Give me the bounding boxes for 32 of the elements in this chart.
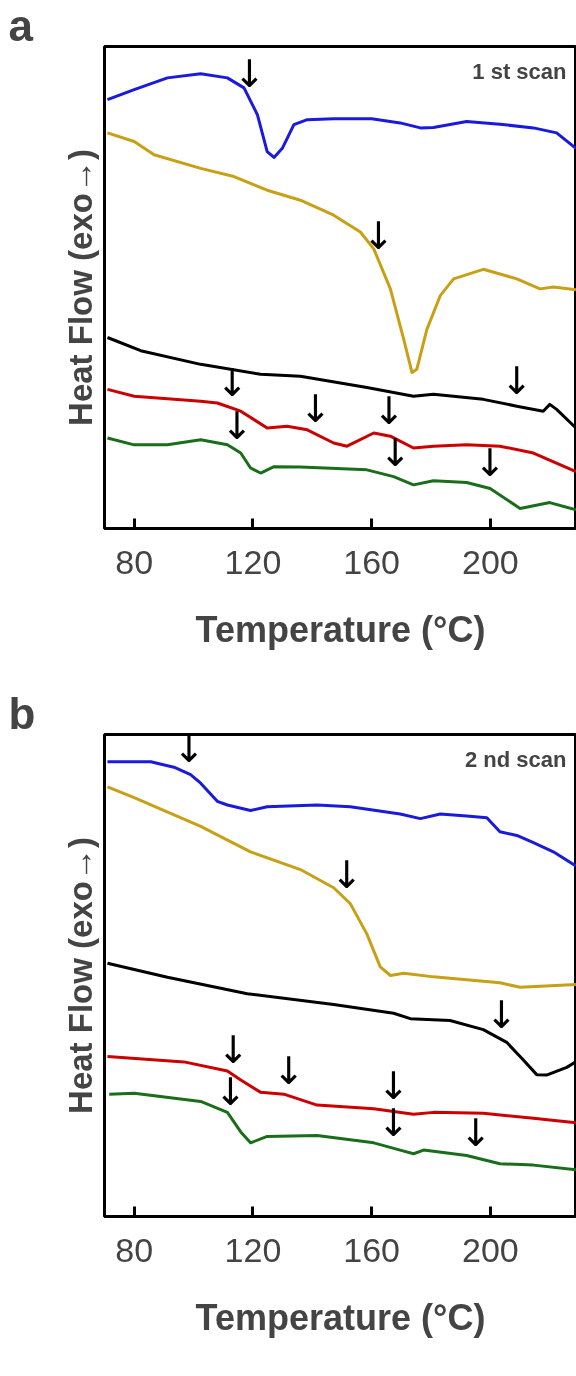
- annotation: ↓: [459, 1110, 492, 1155]
- x-axis-title: Temperature (°C): [195, 1296, 486, 1338]
- chart-title: a: [8, 0, 34, 50]
- x-tick-label: 120: [224, 1230, 282, 1269]
- annotation: ↓: [221, 403, 254, 448]
- annotation: ↓: [373, 388, 406, 433]
- x-tick-label: 80: [115, 542, 154, 581]
- annotation: 1 st scan: [472, 58, 567, 84]
- annotation: ↓: [217, 1028, 250, 1073]
- y-axis-title: Heat Flow (exo→): [61, 837, 99, 1114]
- annotation: ↓: [233, 52, 266, 97]
- x-tick-label: 160: [343, 542, 401, 581]
- annotation: ↓: [331, 853, 363, 898]
- annotation: ↓: [474, 441, 507, 486]
- annotation: ↓: [214, 1070, 247, 1115]
- chart-title: b: [8, 688, 36, 738]
- x-axis-title: Temperature (°C): [195, 608, 486, 650]
- annotation: ↓: [173, 727, 206, 772]
- x-tick-label: 200: [462, 1230, 519, 1269]
- x-tick-label: 200: [462, 542, 519, 581]
- annotation: ↓: [379, 430, 412, 475]
- annotation: ↓: [216, 361, 249, 406]
- y-axis-title: Heat Flow (exo→): [61, 149, 99, 426]
- annotation: ↓: [500, 359, 533, 404]
- annotation: ↓: [272, 1049, 305, 1093]
- x-tick-label: 160: [343, 1230, 401, 1269]
- x-tick-label: 80: [115, 1230, 154, 1269]
- annotation: ↓: [299, 386, 332, 431]
- annotation: 2 nd scan: [465, 746, 567, 772]
- annotation: ↓: [485, 992, 518, 1037]
- x-tick-label: 120: [224, 542, 282, 581]
- annotation: ↓: [362, 213, 395, 258]
